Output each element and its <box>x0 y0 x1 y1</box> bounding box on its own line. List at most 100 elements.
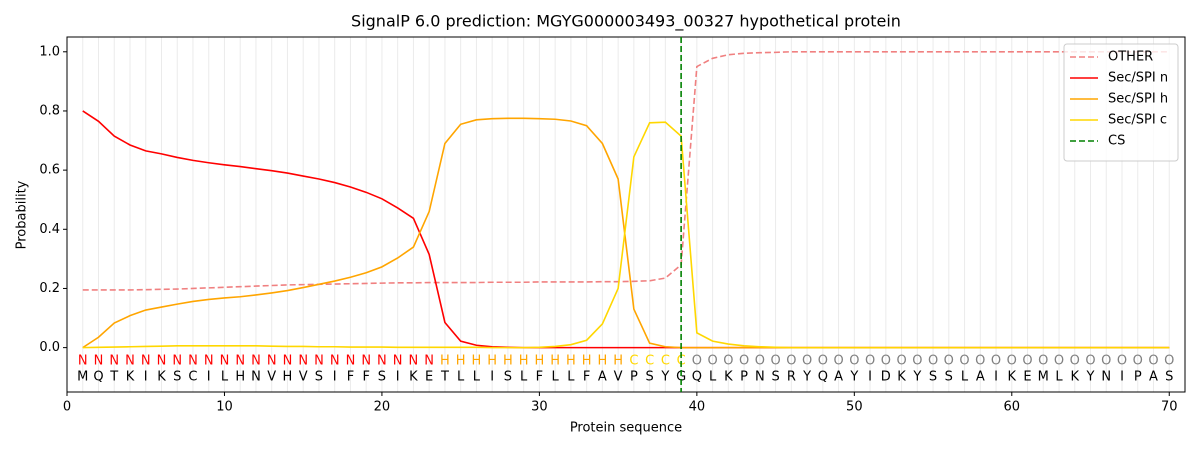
region-label: C <box>629 354 638 369</box>
region-label: N <box>94 354 104 369</box>
residue: C <box>188 370 197 385</box>
residue: L <box>221 370 229 385</box>
residue: S <box>945 370 953 385</box>
region-label: O <box>991 354 1001 369</box>
region-label: N <box>157 354 167 369</box>
region-label: O <box>849 354 859 369</box>
residue: N <box>1101 370 1111 385</box>
region-label: O <box>1101 354 1111 369</box>
legend: OTHER Sec/SPI n Sec/SPI h Sec/SPI c CS <box>1063 43 1179 162</box>
residue: F <box>583 370 590 385</box>
x-tick-label: 0 <box>63 400 71 415</box>
x-tick-label: 30 <box>531 400 548 415</box>
residue: E <box>425 370 433 385</box>
residue: I <box>144 370 148 385</box>
region-label: H <box>456 354 466 369</box>
region-label: O <box>1133 354 1143 369</box>
region-label: H <box>582 354 592 369</box>
region-label: N <box>141 354 151 369</box>
residue: Y <box>660 370 669 385</box>
region-label: H <box>566 354 576 369</box>
residue: L <box>520 370 528 385</box>
region-label: O <box>1007 354 1017 369</box>
region-label: O <box>770 354 780 369</box>
residue: L <box>709 370 717 385</box>
region-label: O <box>723 354 733 369</box>
residue: S <box>173 370 181 385</box>
residue: I <box>994 370 998 385</box>
x-tick-label: 40 <box>689 400 706 415</box>
region-label: O <box>1054 354 1064 369</box>
residue: A <box>1149 370 1158 385</box>
region-label: N <box>172 354 182 369</box>
region-label: O <box>881 354 891 369</box>
residue: K <box>724 370 733 385</box>
plot-frame <box>66 36 1186 393</box>
legend-label: Sec/SPI h <box>1108 92 1168 107</box>
region-label: N <box>393 354 403 369</box>
region-label: H <box>535 354 545 369</box>
x-tick-label: 10 <box>216 400 233 415</box>
residue: T <box>440 370 449 385</box>
residue: H <box>235 370 245 385</box>
region-label: N <box>298 354 308 369</box>
region-label: O <box>975 354 985 369</box>
residue: Y <box>1086 370 1095 385</box>
region-label: N <box>361 354 371 369</box>
residue: Y <box>912 370 921 385</box>
residue: I <box>490 370 494 385</box>
legend-label: OTHER <box>1108 50 1153 65</box>
residue: G <box>676 370 686 385</box>
region-label: N <box>424 354 434 369</box>
residue: S <box>771 370 779 385</box>
region-label: O <box>707 354 717 369</box>
y-tick-label: 1.0 <box>39 44 60 59</box>
legend-label: CS <box>1108 134 1125 149</box>
region-label: N <box>251 354 261 369</box>
region-label: O <box>833 354 843 369</box>
region-label: O <box>1164 354 1174 369</box>
region-label: N <box>188 354 198 369</box>
residue: S <box>504 370 512 385</box>
residue: Q <box>818 370 828 385</box>
region-label: O <box>1038 354 1048 369</box>
residue: D <box>881 370 891 385</box>
region-label: H <box>597 354 607 369</box>
region-label: N <box>346 354 356 369</box>
region-label: N <box>78 354 88 369</box>
x-tick-label: 70 <box>1161 400 1178 415</box>
region-label: H <box>550 354 560 369</box>
region-label: N <box>330 354 340 369</box>
residue: Y <box>802 370 811 385</box>
residue: T <box>109 370 118 385</box>
region-label: N <box>267 354 277 369</box>
residue: I <box>1120 370 1124 385</box>
y-axis-label: Probability <box>15 180 30 249</box>
legend-label: Sec/SPI n <box>1108 71 1168 86</box>
residue: V <box>267 370 276 385</box>
residue: M <box>77 370 88 385</box>
residue: P <box>740 370 748 385</box>
x-tick-label: 50 <box>846 400 863 415</box>
series-line <box>82 50 1170 291</box>
residue: P <box>1134 370 1142 385</box>
region-label: O <box>944 354 954 369</box>
region-label: O <box>786 354 796 369</box>
residue: Q <box>93 370 103 385</box>
region-label: O <box>959 354 969 369</box>
residue: K <box>897 370 906 385</box>
residue: L <box>457 370 465 385</box>
region-label: N <box>109 354 119 369</box>
residue: S <box>378 370 386 385</box>
residue: L <box>961 370 969 385</box>
residue: L <box>567 370 575 385</box>
region-label: O <box>1148 354 1158 369</box>
region-label: H <box>487 354 497 369</box>
residue: L <box>473 370 481 385</box>
residue: F <box>347 370 354 385</box>
series-line <box>82 121 1170 349</box>
residue: L <box>1055 370 1063 385</box>
region-label: N <box>235 354 245 369</box>
region-label: O <box>865 354 875 369</box>
residue: S <box>929 370 937 385</box>
